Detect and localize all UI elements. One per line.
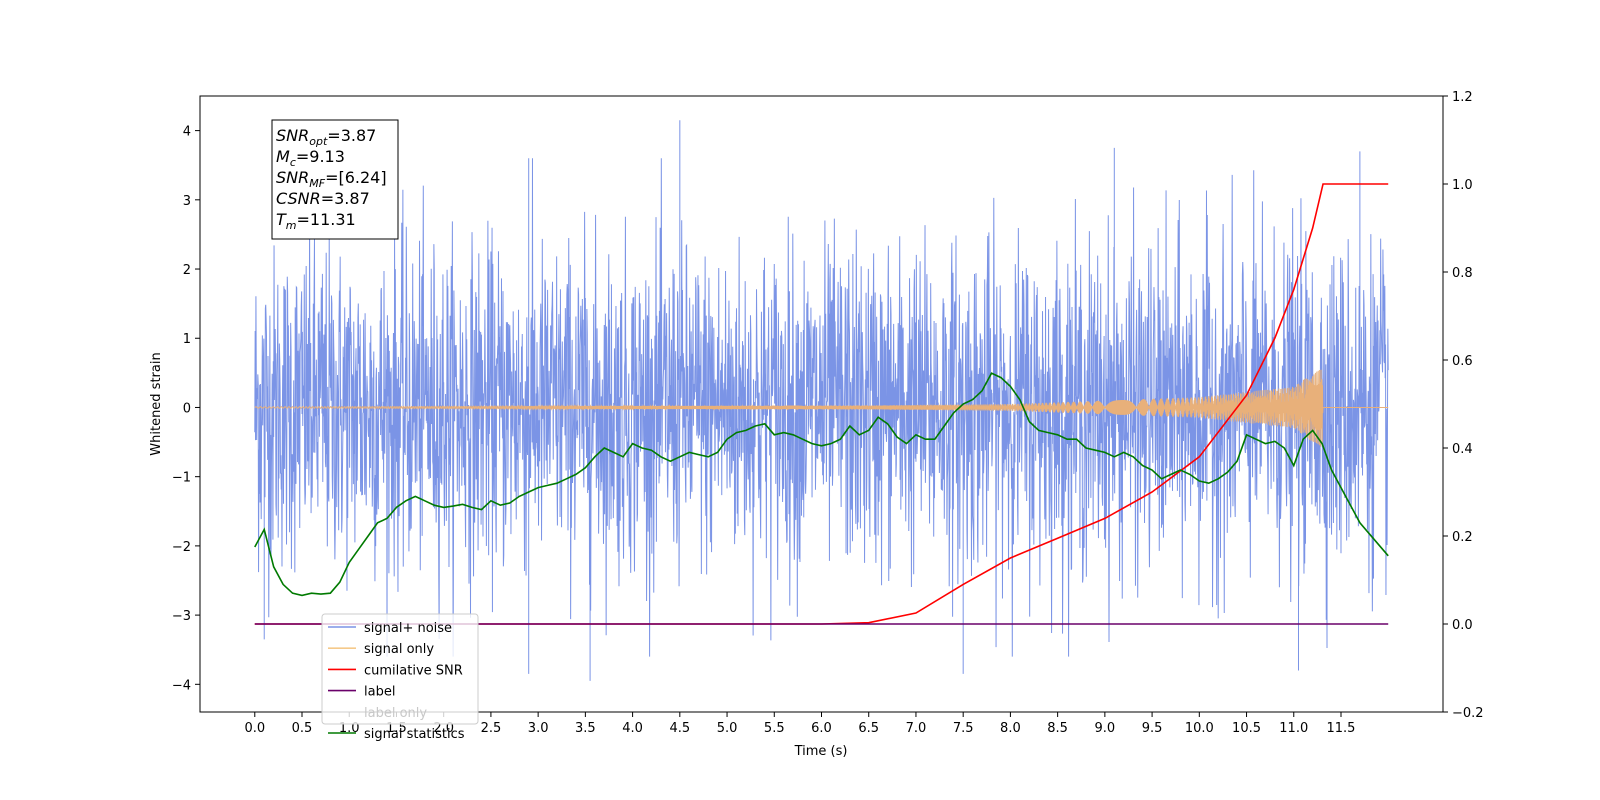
x-tick-label: 4.0	[622, 721, 643, 736]
y-axis-title: Whitened strain	[149, 352, 164, 455]
info-line: Tm=11.31	[276, 210, 356, 232]
y-tick-label: −1	[172, 471, 191, 486]
x-tick-label: 5.0	[717, 721, 738, 736]
x-axis-title: Time (s)	[794, 744, 848, 759]
x-tick-label: 2.5	[481, 721, 502, 736]
x-tick-label: 11.0	[1279, 721, 1308, 736]
info-line: SNRMF=[6.24]	[276, 168, 387, 190]
x-tick-label: 6.0	[811, 721, 832, 736]
info-value: =3.87	[321, 189, 370, 208]
info-box: SNRopt=3.87Mc=9.13SNRMF=[6.24]CSNR=3.87T…	[271, 119, 399, 240]
x-tick-label: 9.0	[1095, 721, 1116, 736]
y-tick-label: 4	[183, 125, 191, 140]
info-value: =3.87	[327, 126, 376, 145]
info-value: =11.31	[297, 210, 356, 229]
y-axis-left: 4 3 2 1 0 −1 −2 −3 −4	[172, 125, 200, 693]
info-symbol: CSNR	[276, 189, 321, 208]
info-symbol: T	[276, 210, 287, 229]
y2-tick-label: 0.4	[1452, 442, 1473, 457]
x-tick-label: 3.0	[528, 721, 549, 736]
info-value: =[6.24]	[325, 168, 387, 187]
legend-frame	[321, 613, 479, 725]
info-line: SNRopt=3.87	[276, 126, 376, 148]
x-tick-label: 0.5	[292, 721, 313, 736]
y2-tick-label: 1.2	[1452, 90, 1473, 105]
x-tick-label: 10.0	[1185, 721, 1214, 736]
x-tick-label: 8.0	[1000, 721, 1021, 736]
legend: signal+ noise signal only cumilative SNR la…	[321, 613, 479, 742]
legend-label: cumilative SNR	[364, 663, 463, 678]
x-tick-label: 7.0	[906, 721, 927, 736]
y-axis-right: 1.2 1.0 0.8 0.6 0.4 0.2 0.0 −0.2	[1443, 90, 1484, 721]
x-tick-label: 5.5	[764, 721, 785, 736]
legend-label: signal+ noise	[364, 621, 452, 636]
x-tick-label: 0.0	[244, 721, 265, 736]
y-tick-label: 2	[183, 263, 191, 278]
y2-tick-label: 0.6	[1452, 354, 1473, 369]
x-tick-label: 2.0	[433, 721, 454, 736]
y-tick-label: −4	[172, 678, 191, 693]
y2-tick-label: 0.2	[1452, 530, 1473, 545]
legend-label: signal statistics	[364, 727, 465, 742]
info-box-frame	[271, 119, 399, 240]
x-tick-label: 7.5	[953, 721, 974, 736]
y2-tick-label: 0.0	[1452, 618, 1473, 633]
y-tick-label: 1	[183, 332, 191, 347]
x-tick-label: 11.5	[1327, 721, 1356, 736]
x-tick-label: 8.5	[1047, 721, 1068, 736]
cumulative-snr-line	[254, 183, 1389, 625]
signal-noise-series	[254, 120, 1389, 681]
x-tick-label: 1.5	[386, 721, 407, 736]
legend-label-hidden: label only	[364, 706, 427, 721]
y-tick-label: −3	[172, 609, 191, 624]
y-tick-label: −2	[172, 540, 191, 555]
info-value: =9.13	[296, 147, 345, 166]
info-subscript: opt	[309, 135, 328, 148]
info-line: CSNR=3.87	[276, 189, 370, 208]
x-tick-label: 9.5	[1142, 721, 1163, 736]
x-axis: 0.0 0.5 1.0 1.5 2.0 2.5 3.0 3.5 4.0 4.5 5.0 5.5 6.0 6…	[244, 712, 1355, 736]
signal-only-line	[254, 369, 1389, 447]
y-tick-label: 3	[183, 194, 191, 209]
x-tick-label: 3.5	[575, 721, 596, 736]
y-tick-label: 0	[183, 401, 191, 416]
info-subscript: m	[286, 219, 297, 232]
signal-statistics-line	[254, 372, 1389, 597]
y2-tick-label: −0.2	[1452, 706, 1484, 721]
legend-label: signal only	[364, 642, 434, 657]
info-subscript: MF	[309, 177, 325, 190]
info-symbol: M	[276, 147, 290, 166]
legend-label: label	[364, 685, 395, 700]
signal-only-series	[254, 369, 1389, 447]
info-symbol: SNR	[276, 126, 309, 145]
x-tick-label: 6.5	[858, 721, 879, 736]
info-symbol: SNR	[276, 168, 309, 187]
info-subscript: c	[290, 156, 296, 169]
x-tick-label: 4.5	[669, 721, 690, 736]
info-line: Mc=9.13	[276, 147, 345, 169]
x-tick-label: 10.5	[1232, 721, 1261, 736]
y2-tick-label: 0.8	[1452, 266, 1473, 281]
y2-tick-label: 1.0	[1452, 178, 1473, 193]
signal-noise-line	[254, 120, 1389, 681]
